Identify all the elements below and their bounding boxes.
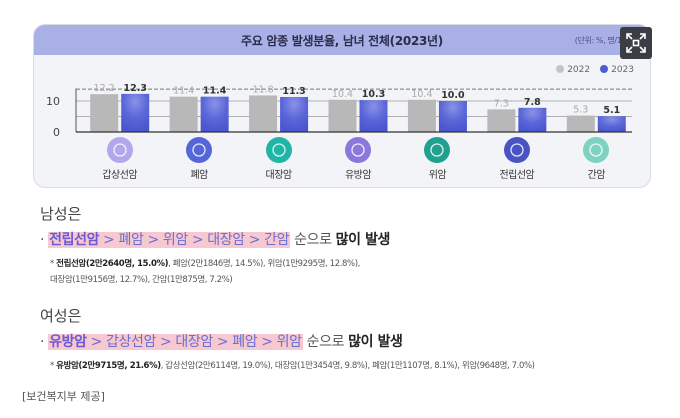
expand-icon xyxy=(626,33,646,53)
bar-2023 xyxy=(518,107,547,132)
data-label-2023: 10.3 xyxy=(362,89,385,100)
data-label-2023: 7.8 xyxy=(524,97,541,108)
data-label-2022: 11.8 xyxy=(252,84,273,95)
category-label: 폐암 xyxy=(190,170,208,181)
data-label-2023: 12.3 xyxy=(123,83,146,94)
data-label-2023: 10.0 xyxy=(441,90,465,101)
men-top-cancer: 전립선암 xyxy=(49,232,100,248)
category-label: 전립선암 xyxy=(499,170,535,181)
bar-2023 xyxy=(280,96,309,132)
bar-chart: 0 10 12.2 12.3 11.4 11.4 11.8 11.3 10.4 10.3 10.4 1… xyxy=(46,83,632,139)
men-note-top: 전립선암(2만2640명, 15.0%) xyxy=(56,259,169,269)
women-note-rest: , 갑상선암(2만6114명, 19.0%), 대장암(1만3454명, 9.8… xyxy=(160,361,535,371)
bar-2023 xyxy=(359,100,388,132)
women-ranking-emphasis: 많이 발생 xyxy=(348,334,403,350)
men-ranking-emphasis: 많이 발생 xyxy=(335,232,391,248)
lung-icon xyxy=(186,137,213,163)
data-label-2022: 10.4 xyxy=(411,89,432,100)
women-note: * 유방암(2만9715명, 21.6%), 갑상선암(2만6114명, 19.… xyxy=(50,358,535,374)
y-tick-label: 0 xyxy=(53,126,60,139)
data-label-2022: 5.3 xyxy=(573,105,588,116)
women-ranking: · 유방암 > 갑상선암 > 대장암 > 폐암 > 위암 순으로 많이 발생 xyxy=(40,331,403,351)
bar-2022 xyxy=(328,99,357,132)
women-ranking-order: 순으로 xyxy=(302,334,349,350)
category-label: 위암 xyxy=(428,170,447,181)
category-label: 간암 xyxy=(587,170,606,181)
bar-2022 xyxy=(249,95,278,132)
data-label-2023: 5.1 xyxy=(603,105,620,116)
men-ranking: · 전립선암 > 폐암 > 위암 > 대장암 > 간암 순으로 많이 발생 xyxy=(40,229,390,249)
data-label-2022: 11.4 xyxy=(173,86,194,97)
bullet: · xyxy=(40,334,45,350)
women-note-top: 유방암(2만9715명, 21.6%) xyxy=(56,361,161,371)
category-label: 대장암 xyxy=(265,170,293,181)
men-ranking-highlight: 전립선암 > 폐암 > 위암 > 대장암 > 간암 xyxy=(48,232,291,248)
note-star: * xyxy=(50,259,57,269)
bullet: · xyxy=(40,232,45,248)
category-label: 유방암 xyxy=(344,170,372,181)
liver-icon xyxy=(583,137,610,163)
men-title: 남성은 xyxy=(40,205,82,223)
bar-2023 xyxy=(200,96,229,132)
legend-swatch-2022 xyxy=(556,65,565,73)
men-note: * 전립선암(2만2640명, 15.0%), 폐암(2만1846명, 14.5… xyxy=(50,256,360,288)
data-label-2023: 11.3 xyxy=(282,86,305,97)
bar-2022 xyxy=(407,99,436,132)
data-label-2022: 12.2 xyxy=(94,83,115,94)
bar-2022 xyxy=(90,94,119,132)
bar-2023 xyxy=(597,116,626,132)
women-ranking-rest: > 갑상선암 > 대장암 > 폐암 > 위암 xyxy=(86,334,302,350)
chart-header: 주요 암종 발생분율, 남녀 전체(2023년) (단위: %, 명/10 xyxy=(34,25,650,55)
category-label: 갑상선암 xyxy=(102,170,138,181)
expand-button[interactable] xyxy=(620,27,652,59)
stomach-icon xyxy=(424,137,451,163)
men-ranking-rest: > 폐암 > 위암 > 대장암 > 간암 xyxy=(99,232,290,248)
legend-swatch-2023 xyxy=(600,65,609,73)
legend-label-2023: 2023 xyxy=(611,65,634,75)
prostate-icon xyxy=(503,137,530,163)
legend-item-2022: 2022 xyxy=(556,65,590,75)
chart-title: 주요 암종 발생분율, 남녀 전체(2023년) xyxy=(241,34,443,48)
women-top-cancer: 유방암 xyxy=(49,334,87,350)
colon-icon xyxy=(265,137,292,163)
legend: 2022 2023 xyxy=(556,65,634,75)
bar-2022 xyxy=(169,96,198,132)
bar-2022 xyxy=(566,115,595,132)
data-label-2022: 10.4 xyxy=(332,89,353,100)
breast-icon xyxy=(345,137,371,163)
thyroid-icon xyxy=(106,137,133,163)
source-credit: [보건복지부 제공] xyxy=(22,390,105,403)
legend-item-2023: 2023 xyxy=(600,65,634,75)
unit-note: (단위: %, 명/10 xyxy=(574,36,627,45)
data-label-2023: 11.4 xyxy=(203,86,227,97)
bar-2022 xyxy=(487,109,516,132)
men-ranking-order: 순으로 xyxy=(290,232,336,248)
men-note-rest1: , 폐암(2만1846명, 14.5%), 위암(1만9295명, 12.8%)… xyxy=(168,259,360,269)
women-ranking-highlight: 유방암 > 갑상선암 > 대장암 > 폐암 > 위암 xyxy=(48,334,303,350)
data-label-2022: 7.3 xyxy=(494,98,509,109)
bar-2023 xyxy=(121,93,150,132)
bar-2023 xyxy=(438,101,467,132)
legend-label-2022: 2022 xyxy=(567,65,591,75)
men-note-rest2: 대장암(1만9156명, 12.7%), 간암(1만875명, 7.2%) xyxy=(50,275,233,285)
y-tick-label: 10 xyxy=(46,95,60,108)
women-title: 여성은 xyxy=(40,307,82,325)
chart-card: 주요 암종 발생분율, 남녀 전체(2023년) (단위: %, 명/10 20… xyxy=(33,24,651,188)
note-star: * xyxy=(50,361,57,371)
